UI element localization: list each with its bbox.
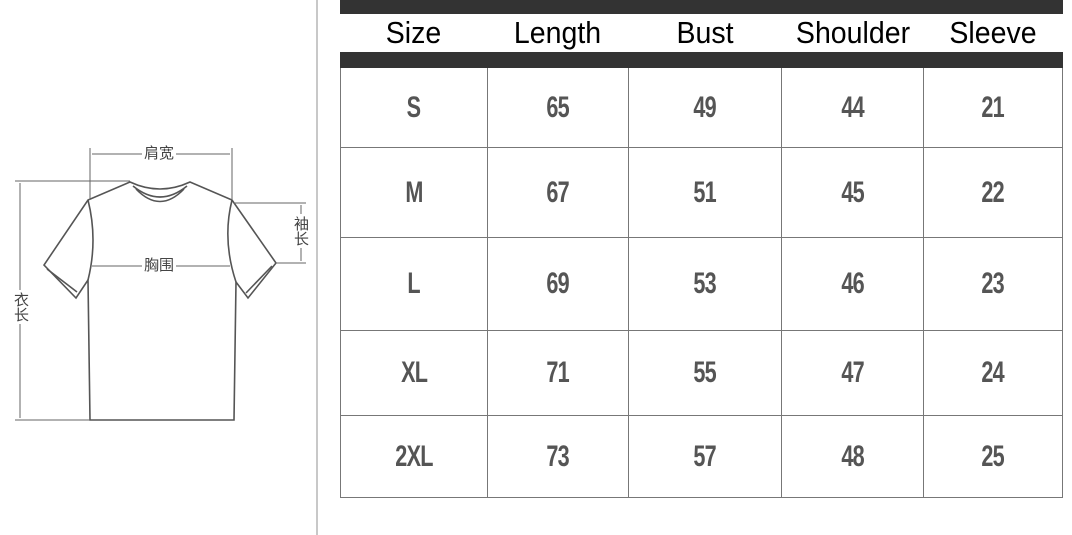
cell-bust: 53	[629, 238, 783, 330]
header-sleeve: Sleeve	[949, 15, 1037, 50]
length-value: 73	[546, 439, 569, 473]
cell-bust: 49	[629, 68, 783, 147]
size-chart-table: Size Length Bust Shoulder Sleeve S 65 49 44…	[340, 0, 1063, 498]
cell-bust: 51	[629, 148, 783, 237]
sleeve-value: 24	[981, 356, 1005, 389]
cell-size: M	[341, 148, 488, 237]
shoulder-label: 肩宽	[142, 145, 177, 162]
cell-sleeve: 21	[924, 68, 1063, 147]
length-value: 65	[546, 90, 569, 124]
tshirt-measurement-diagram: 肩宽 胸围 袖长 衣长	[0, 0, 318, 535]
cell-length: 69	[488, 238, 629, 330]
cell-length: 71	[488, 331, 629, 415]
table-body: S 65 49 44 21 M 67 51 45 22 L 69 53 46 23 XL 71 55 47 24 2XL…	[340, 68, 1063, 498]
header-top-bar	[340, 0, 1063, 14]
shoulder-value: 47	[841, 356, 865, 389]
sleeve-label: 袖长	[292, 214, 309, 248]
bust-value: 51	[693, 175, 717, 209]
cell-sleeve: 23	[924, 238, 1063, 330]
size-value: XL	[400, 356, 428, 389]
cell-sleeve: 22	[924, 148, 1063, 237]
cell-sleeve: 24	[924, 331, 1063, 415]
cell-size: L	[341, 238, 488, 330]
length-label: 衣长	[12, 290, 29, 324]
cell-shoulder: 46	[782, 238, 925, 330]
cell-shoulder: 44	[782, 68, 925, 147]
shoulder-value: 46	[841, 267, 865, 300]
table-row: 2XL 73 57 48 25	[341, 416, 1063, 498]
cell-length: 73	[488, 416, 629, 497]
size-value: S	[407, 90, 421, 124]
bust-value: 55	[693, 356, 717, 389]
sleeve-value: 23	[981, 267, 1005, 300]
cell-bust: 57	[629, 416, 783, 497]
header-bust: Bust	[676, 15, 734, 50]
sleeve-value: 25	[981, 439, 1005, 473]
cell-bust: 55	[629, 331, 783, 415]
cell-sleeve: 25	[924, 416, 1063, 497]
cell-shoulder: 47	[782, 331, 925, 415]
header-bottom-bar	[340, 52, 1063, 68]
header-size: Size	[385, 15, 442, 50]
table-row: L 69 53 46 23	[341, 238, 1063, 331]
bust-value: 57	[693, 439, 717, 473]
cell-length: 67	[488, 148, 629, 237]
bust-value: 53	[693, 267, 717, 300]
shoulder-value: 48	[841, 439, 865, 473]
bust-label: 胸围	[142, 257, 177, 274]
header-shoulder: Shoulder	[795, 15, 911, 50]
shoulder-value: 45	[841, 175, 865, 209]
cell-length: 65	[488, 68, 629, 147]
sleeve-value: 22	[981, 175, 1005, 209]
header-row: Size Length Bust Shoulder Sleeve	[340, 14, 1063, 52]
header-length: Length	[513, 15, 602, 50]
size-value: 2XL	[395, 439, 433, 473]
cell-shoulder: 48	[782, 416, 925, 497]
cell-size: XL	[341, 331, 488, 415]
length-value: 69	[546, 267, 569, 300]
shoulder-value: 44	[841, 90, 865, 124]
bust-value: 49	[693, 90, 717, 124]
table-row: S 65 49 44 21	[341, 68, 1063, 148]
size-value: M	[405, 175, 423, 209]
table-row: XL 71 55 47 24	[341, 331, 1063, 416]
cell-shoulder: 45	[782, 148, 925, 237]
sleeve-value: 21	[981, 90, 1005, 124]
length-value: 71	[546, 356, 569, 389]
cell-size: S	[341, 68, 488, 147]
size-value: L	[407, 267, 421, 300]
table-row: M 67 51 45 22	[341, 148, 1063, 238]
length-value: 67	[546, 175, 569, 209]
cell-size: 2XL	[341, 416, 488, 497]
